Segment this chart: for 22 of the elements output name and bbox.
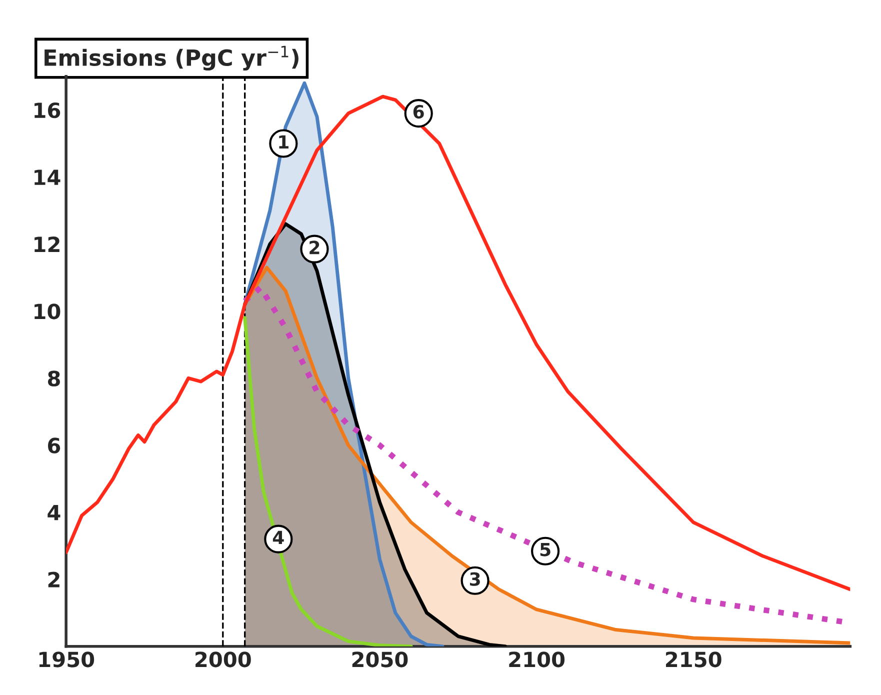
annotation: 2 xyxy=(310,240,320,254)
annotation: 1 xyxy=(279,135,288,148)
annotation: 3 xyxy=(470,572,480,586)
y-tick-label: 12 xyxy=(34,236,60,252)
y-tick-label: 14 xyxy=(34,170,60,185)
annotation: 4 xyxy=(272,530,284,544)
y-tick-label: 6 xyxy=(48,438,60,454)
line-series xyxy=(243,316,413,646)
x-tick-label: 2150 xyxy=(666,652,722,668)
x-tick-label: 2050 xyxy=(352,652,408,668)
y-axis-title: Emissions (PgC yr$^{−1}$) xyxy=(44,46,298,71)
annotation: 6 xyxy=(413,104,424,119)
x-tick-label: 1950 xyxy=(39,652,94,668)
y-tick-label: 4 xyxy=(48,504,60,520)
y-tick-label: 2 xyxy=(48,572,60,588)
y-tick-label: 8 xyxy=(48,370,60,386)
x-tick-label: 2000 xyxy=(196,652,251,668)
annotation: 5 xyxy=(540,542,550,556)
y-tick-label: 16 xyxy=(34,102,60,118)
line-series xyxy=(66,94,850,592)
y-tick-label: 10 xyxy=(34,304,60,320)
x-tick-label: 2100 xyxy=(509,652,565,668)
